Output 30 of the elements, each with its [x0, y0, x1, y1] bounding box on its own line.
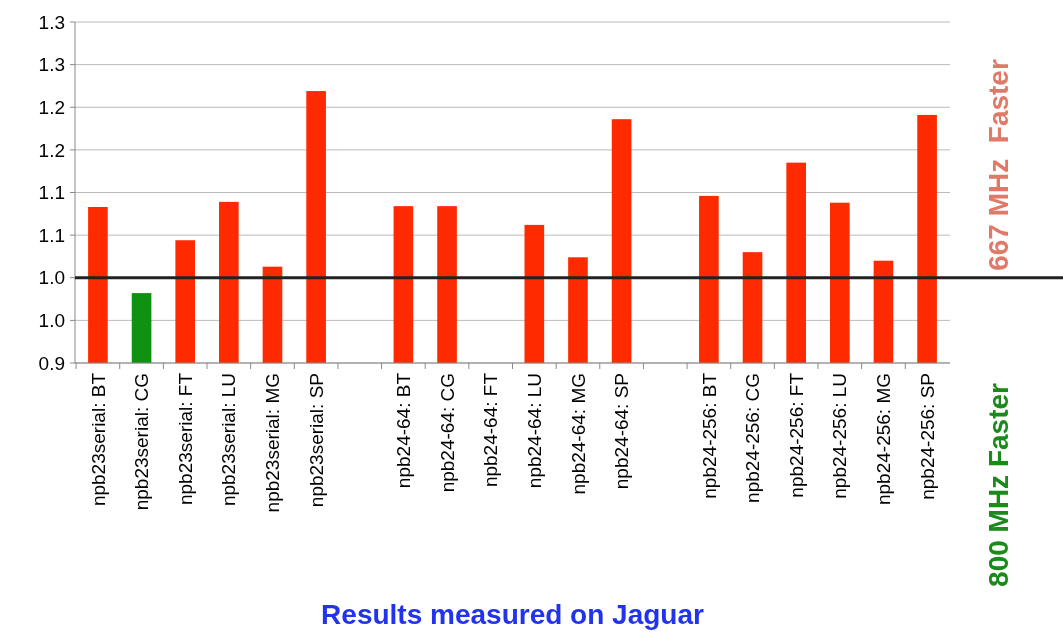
text: 667 MHz Faster [983, 59, 1014, 271]
x-tick-label: npb24-256: MG [873, 373, 895, 506]
x-tick-label: npb24-64: MG [567, 373, 589, 495]
x-tick-label: npb24-64: FT [480, 372, 502, 488]
x-tick-label: npb24-256: SP [916, 373, 938, 500]
x-tick-label: npb24-64: CG [436, 373, 458, 493]
y-tick-label: 1.3 [38, 11, 65, 33]
x-tick-label: npb23serial: SP [305, 373, 327, 508]
x-tick-label: npb24-256: BT [698, 372, 720, 499]
x-tick-label: npb24-256: CG [742, 373, 764, 503]
y-tick-label: 0.9 [38, 352, 65, 374]
x-tick-label: npb23serial: LU [218, 373, 240, 507]
x-tick-label: npb24-64: LU [523, 373, 545, 489]
x-tick-label: npb23serial: BT [87, 372, 109, 507]
x-tick-label: npb24-256: FT [785, 372, 807, 498]
y-tick-label: 1.2 [38, 139, 65, 161]
x-tick-label: npb23serial: CG [131, 373, 153, 511]
x-axis-title: Results measured on Jaguar [321, 599, 704, 630]
x-tick-label: npb23serial: FT [174, 372, 196, 506]
y-tick-label: 1.1 [38, 224, 65, 246]
y-tick-label: 1.0 [38, 310, 65, 332]
x-tick-label: npb24-64: SP [611, 373, 633, 490]
y-tick-label: 1.2 [38, 96, 65, 118]
x-tick-label: npb24-64: BT [393, 372, 415, 489]
text: 800 MHz Faster [983, 382, 1014, 587]
x-tick-label: npb23serial: MG [262, 373, 284, 513]
y-tick-label: 1.1 [38, 182, 65, 204]
y-tick-label: 1.3 [38, 54, 65, 76]
x-tick-label: npb24-256: LU [829, 373, 851, 499]
y-tick-label: 1.0 [38, 267, 65, 289]
